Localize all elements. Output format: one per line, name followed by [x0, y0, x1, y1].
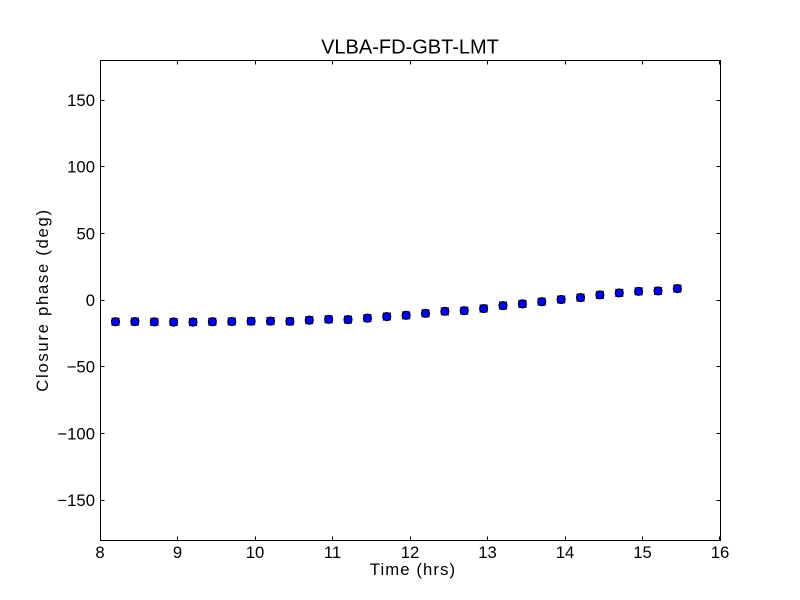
svg-text:13: 13: [478, 543, 497, 562]
svg-text:Time (hrs): Time (hrs): [370, 560, 456, 579]
svg-text:50: 50: [76, 224, 95, 243]
svg-text:16: 16: [711, 543, 730, 562]
svg-text:14: 14: [556, 543, 575, 562]
svg-text:−150: −150: [57, 491, 95, 510]
svg-text:12: 12: [401, 543, 420, 562]
svg-text:VLBA-FD-GBT-LMT: VLBA-FD-GBT-LMT: [321, 37, 499, 59]
svg-text:−100: −100: [57, 424, 95, 443]
svg-text:15: 15: [633, 543, 652, 562]
svg-text:Closure phase (deg): Closure phase (deg): [33, 208, 52, 392]
svg-text:100: 100: [67, 158, 95, 177]
svg-text:11: 11: [324, 543, 341, 562]
svg-text:9: 9: [173, 543, 182, 562]
svg-text:10: 10: [246, 543, 265, 562]
svg-text:150: 150: [67, 91, 95, 110]
svg-text:0: 0: [86, 291, 95, 310]
svg-text:−50: −50: [67, 358, 95, 377]
svg-text:8: 8: [95, 543, 104, 562]
